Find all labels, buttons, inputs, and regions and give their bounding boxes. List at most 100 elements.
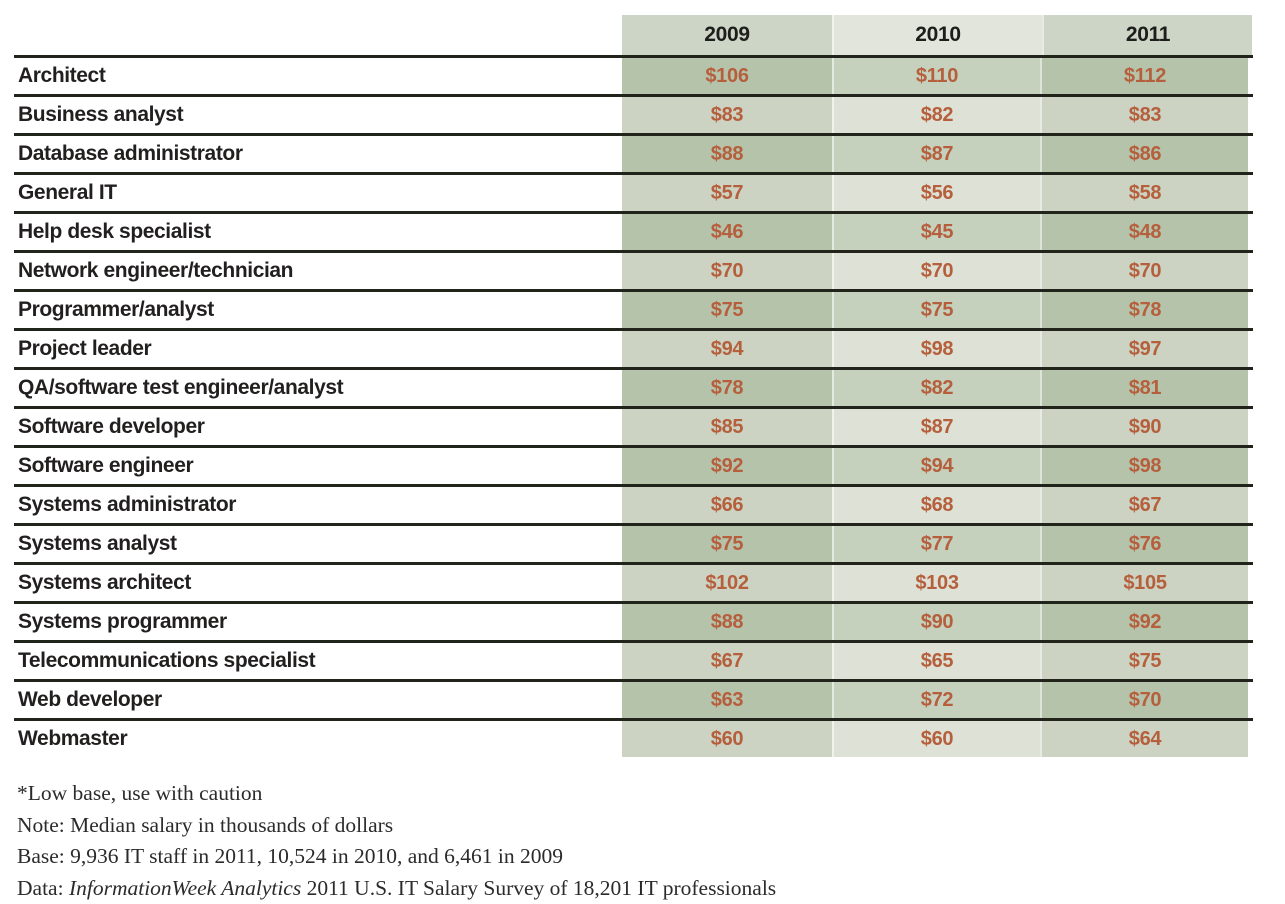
footnote-text-segment: Note: Median salary in thousands of doll… xyxy=(17,813,393,837)
salary-cell: $105 xyxy=(1040,565,1248,601)
table-row: QA/software test engineer/analyst$78$82$… xyxy=(14,367,1253,406)
footnote-line: Base: 9,936 IT staff in 2011, 10,524 in … xyxy=(17,841,776,873)
row-label: Business analyst xyxy=(14,97,622,133)
table-row: Architect$106$110$112 xyxy=(14,55,1253,94)
salary-cell: $75 xyxy=(832,292,1040,328)
salary-cell: $70 xyxy=(1040,682,1248,718)
column-header-2009: 2009 xyxy=(622,15,832,55)
row-label: Architect xyxy=(14,58,622,94)
salary-cell: $86 xyxy=(1040,136,1248,172)
footnote-line: *Low base, use with caution xyxy=(17,778,776,810)
footnote-line: Note: Median salary in thousands of doll… xyxy=(17,810,776,842)
table-row: Web developer$63$72$70 xyxy=(14,679,1253,718)
salary-cell: $92 xyxy=(622,448,832,484)
table-row: Network engineer/technician$70$70$70 xyxy=(14,250,1253,289)
salary-cell: $94 xyxy=(622,331,832,367)
table-row: Systems analyst$75$77$76 xyxy=(14,523,1253,562)
salary-cell: $64 xyxy=(1040,721,1248,757)
salary-cell: $97 xyxy=(1040,331,1248,367)
salary-cell: $65 xyxy=(832,643,1040,679)
footnote-line: Data: InformationWeek Analytics 2011 U.S… xyxy=(17,873,776,904)
row-label: Software engineer xyxy=(14,448,622,484)
salary-cell: $103 xyxy=(832,565,1040,601)
salary-cell: $98 xyxy=(1040,448,1248,484)
salary-cell: $46 xyxy=(622,214,832,250)
salary-cell: $90 xyxy=(832,604,1040,640)
row-label: QA/software test engineer/analyst xyxy=(14,370,622,406)
salary-cell: $66 xyxy=(622,487,832,523)
salary-cell: $83 xyxy=(1040,97,1248,133)
row-label: General IT xyxy=(14,175,622,211)
table-row: Systems programmer$88$90$92 xyxy=(14,601,1253,640)
salary-cell: $70 xyxy=(1040,253,1248,289)
salary-cell: $92 xyxy=(1040,604,1248,640)
salary-cell: $63 xyxy=(622,682,832,718)
salary-cell: $72 xyxy=(832,682,1040,718)
table-row: Programmer/analyst$75$75$78 xyxy=(14,289,1253,328)
salary-cell: $57 xyxy=(622,175,832,211)
salary-cell: $78 xyxy=(622,370,832,406)
salary-cell: $94 xyxy=(832,448,1040,484)
salary-cell: $87 xyxy=(832,136,1040,172)
salary-cell: $82 xyxy=(832,370,1040,406)
table-row: Help desk specialist$46$45$48 xyxy=(14,211,1253,250)
row-label: Systems architect xyxy=(14,565,622,601)
salary-cell: $60 xyxy=(832,721,1040,757)
salary-cell: $67 xyxy=(1040,487,1248,523)
salary-cell: $87 xyxy=(832,409,1040,445)
footnote-text-segment: 2011 U.S. IT Salary Survey of 18,201 IT … xyxy=(301,876,776,900)
table-row: Webmaster$60$60$64 xyxy=(14,718,1253,757)
salary-cell: $60 xyxy=(622,721,832,757)
table-row: Project leader$94$98$97 xyxy=(14,328,1253,367)
table-row: Systems administrator$66$68$67 xyxy=(14,484,1253,523)
salary-cell: $76 xyxy=(1040,526,1248,562)
salary-cell: $75 xyxy=(622,526,832,562)
row-label: Network engineer/technician xyxy=(14,253,622,289)
footnote-text-segment: Base: 9,936 IT staff in 2011, 10,524 in … xyxy=(17,844,563,868)
row-label: Systems programmer xyxy=(14,604,622,640)
salary-cell: $68 xyxy=(832,487,1040,523)
salary-cell: $81 xyxy=(1040,370,1248,406)
salary-cell: $88 xyxy=(622,604,832,640)
table-row: Database administrator$88$87$86 xyxy=(14,133,1253,172)
salary-cell: $83 xyxy=(622,97,832,133)
salary-cell: $75 xyxy=(622,292,832,328)
footnote-italic-segment: InformationWeek Analytics xyxy=(69,876,301,900)
salary-cell: $102 xyxy=(622,565,832,601)
salary-cell: $45 xyxy=(832,214,1040,250)
row-label: Web developer xyxy=(14,682,622,718)
row-label: Telecommunications specialist xyxy=(14,643,622,679)
salary-cell: $110 xyxy=(832,58,1040,94)
row-label: Programmer/analyst xyxy=(14,292,622,328)
table-row: Software engineer$92$94$98 xyxy=(14,445,1253,484)
salary-cell: $112 xyxy=(1040,58,1248,94)
row-label: Software developer xyxy=(14,409,622,445)
row-label: Systems administrator xyxy=(14,487,622,523)
salary-cell: $48 xyxy=(1040,214,1248,250)
footnotes-block: *Low base, use with caution Note: Median … xyxy=(17,778,776,904)
salary-cell: $88 xyxy=(622,136,832,172)
table-row: Systems architect$102$103$105 xyxy=(14,562,1253,601)
row-label: Webmaster xyxy=(14,721,622,757)
footnote-text-segment: Data: xyxy=(17,876,69,900)
table-row: Telecommunications specialist$67$65$75 xyxy=(14,640,1253,679)
table-row: General IT$57$56$58 xyxy=(14,172,1253,211)
footnote-text-segment: *Low base, use with caution xyxy=(17,781,262,805)
row-label: Project leader xyxy=(14,331,622,367)
salary-cell: $78 xyxy=(1040,292,1248,328)
header-label-spacer xyxy=(14,15,622,55)
row-label: Systems analyst xyxy=(14,526,622,562)
salary-cell: $70 xyxy=(832,253,1040,289)
column-header-2010: 2010 xyxy=(832,15,1042,55)
salary-cell: $70 xyxy=(622,253,832,289)
salary-cell: $90 xyxy=(1040,409,1248,445)
salary-cell: $67 xyxy=(622,643,832,679)
salary-cell: $77 xyxy=(832,526,1040,562)
row-label: Database administrator xyxy=(14,136,622,172)
table-row: Business analyst$83$82$83 xyxy=(14,94,1253,133)
row-label: Help desk specialist xyxy=(14,214,622,250)
